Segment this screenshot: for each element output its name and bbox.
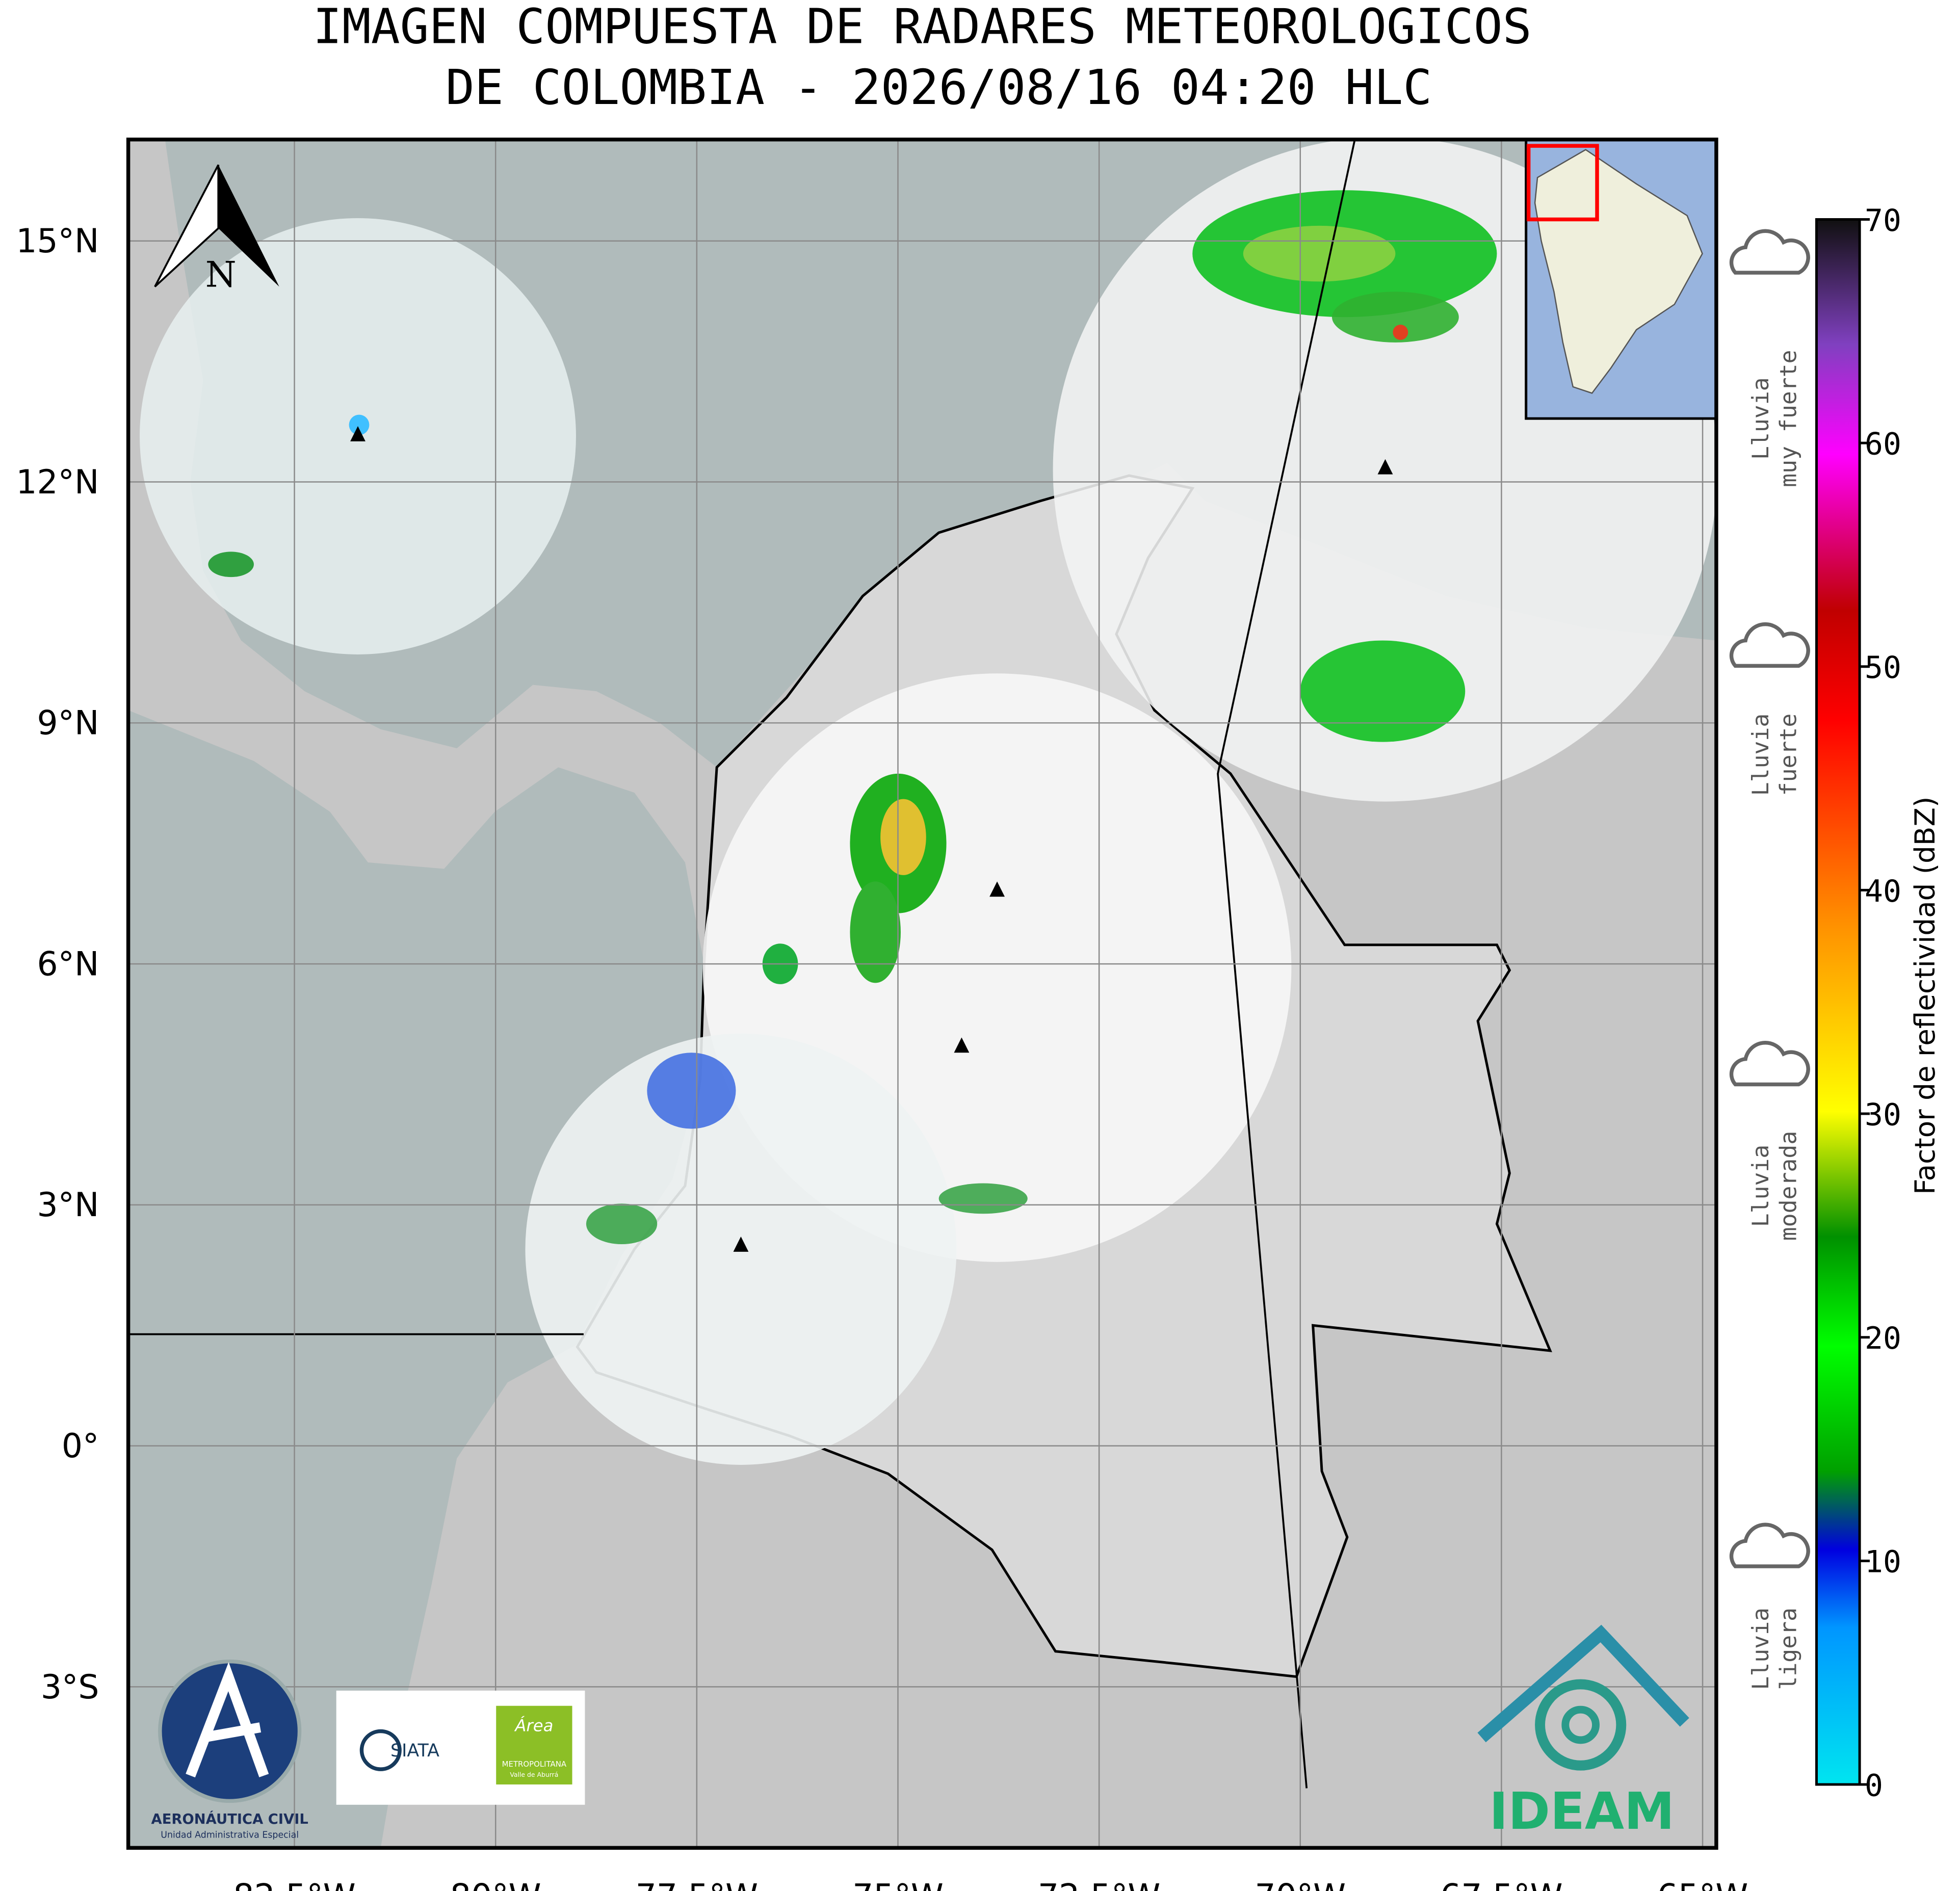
rain-icon [1729, 1522, 1810, 1568]
border [1217, 139, 1356, 1789]
colorbar-tick-label: 20 [1865, 1321, 1901, 1356]
lon-label: 82.5°W [233, 1877, 355, 1891]
logo-text: Unidad Administrativa Especial [161, 1830, 299, 1840]
logo-text: AERONÁUTICA CIVIL [151, 1811, 308, 1827]
lon-label: 75°W [852, 1877, 944, 1891]
rain-icon [1729, 1041, 1810, 1087]
colorbar [1815, 218, 1861, 1786]
lat-label: 0° [62, 1427, 99, 1465]
rain-icon [1729, 229, 1810, 275]
rain-level-label: Lluvia [1747, 1608, 1774, 1690]
inset-map [1525, 139, 1716, 420]
colorbar-ticks: 0 10 20 30 40 50 60 70 [1860, 203, 1901, 1803]
logo-text: METROPOLITANA [502, 1759, 567, 1769]
logo-text: IDEAM [1489, 1782, 1675, 1841]
colorbar-tick-label: 70 [1865, 203, 1901, 239]
logo-text: Valle de Aburrá [510, 1771, 558, 1778]
map: N AERONÁUTICA CIVIL Unidad Administrativ… [128, 139, 1716, 1848]
colorbar-tick-label: 0 [1865, 1768, 1883, 1803]
lat-label: 15°N [16, 222, 99, 260]
aerocivil-logo: AERONÁUTICA CIVIL Unidad Administrativa … [151, 1659, 308, 1840]
lat-label: 12°N [16, 463, 99, 502]
partner-logos: SIATA Área METROPOLITANA Valle de Aburrá [336, 1690, 585, 1805]
lat-label: 3°S [41, 1668, 99, 1706]
colorbar-label: Factor de reflectividad (dBZ) [1909, 797, 1941, 1195]
lon-label: 77.5°W [636, 1877, 758, 1891]
north-label: N [205, 254, 237, 295]
title-line: IMAGEN COMPUESTA DE RADARES METEOROLOGIC… [313, 0, 1532, 55]
pacific-ocean [128, 710, 704, 1848]
rain-echoes [208, 190, 1497, 1244]
rain-icon [1729, 622, 1810, 668]
rain-level-label: Lluvia [1747, 714, 1774, 796]
lon-label: 67.5°W [1440, 1877, 1562, 1891]
title-line: DE COLOMBIA - 2026/08/16 04:20 HLC [446, 60, 1432, 116]
lat-label: 9°N [37, 704, 99, 743]
lon-label: 70°W [1255, 1877, 1346, 1891]
rain-level-label: moderada [1775, 1131, 1802, 1241]
rain-level-label: fuerte [1775, 714, 1802, 796]
map-frame [126, 137, 1718, 1850]
colorbar-tick-label: 10 [1865, 1545, 1901, 1580]
colorbar-tick-label: 50 [1865, 650, 1901, 686]
rain-level-label: Lluvia [1747, 1145, 1774, 1227]
axis-labels: 15°N 12°N 9°N 6°N 3°N 0° 3°S 82.5°W 80°W 77.5°W 75… [16, 222, 1748, 1891]
ideam-logo: IDEAM [1477, 1624, 1689, 1841]
logo-text: Área [514, 1716, 553, 1735]
lon-label: 65°W [1657, 1877, 1748, 1891]
rain-level-label: muy fuerte [1775, 350, 1802, 487]
colorbar-tick-label: 40 [1865, 874, 1901, 909]
logo-text: SIATA [390, 1741, 439, 1761]
lon-label: 80°W [450, 1877, 541, 1891]
colorbar-tick-label: 30 [1865, 1097, 1901, 1133]
colorbar-tick-label: 60 [1865, 427, 1901, 462]
lat-label: 6°N [37, 945, 99, 983]
lat-label: 3°N [37, 1186, 99, 1224]
graticule [128, 139, 1716, 1848]
rain-level-label: ligera [1775, 1608, 1802, 1690]
rain-level-label: Lluvia [1747, 377, 1774, 460]
lon-label: 72.5°W [1038, 1877, 1160, 1891]
